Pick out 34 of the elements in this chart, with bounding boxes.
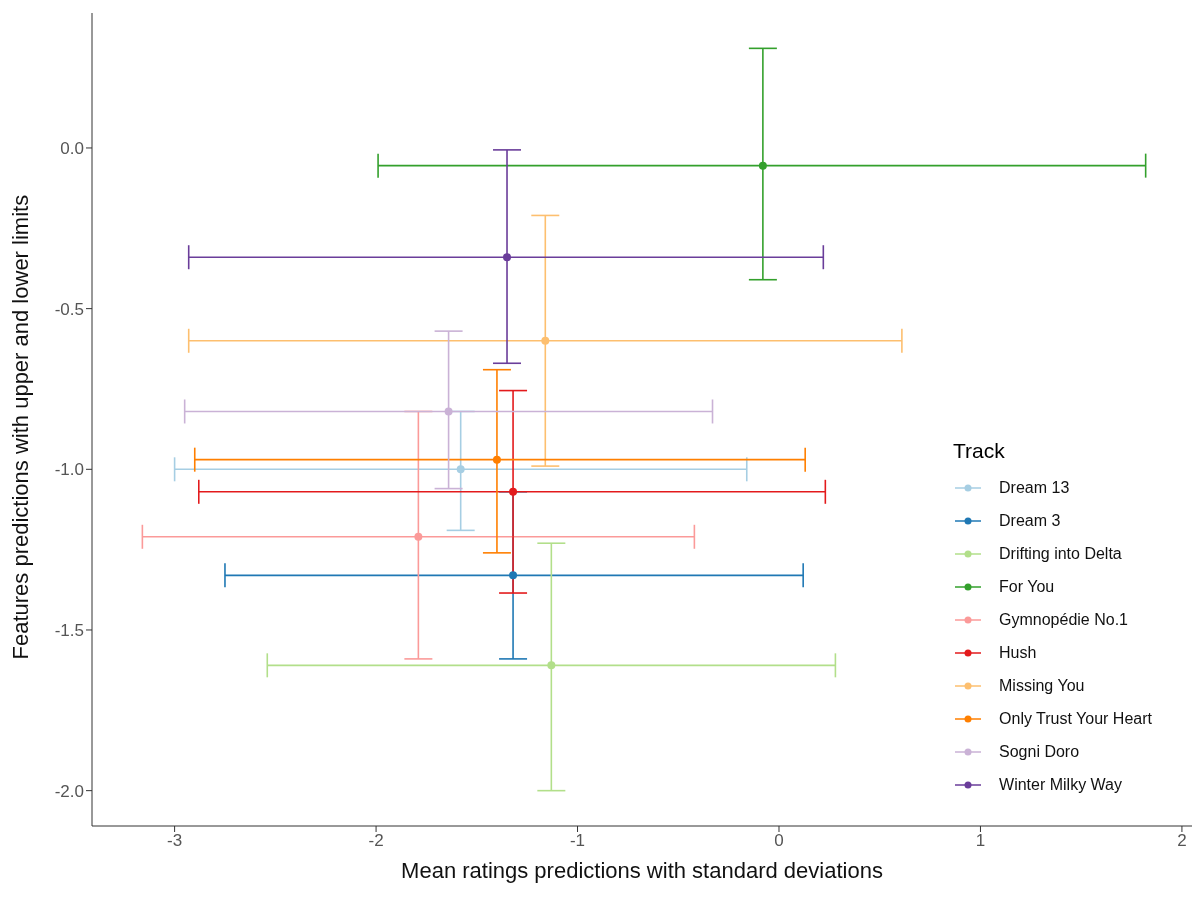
point — [758, 161, 767, 170]
point — [414, 532, 423, 541]
point — [456, 465, 465, 474]
y-tick-label: -2.0 — [54, 781, 84, 801]
point — [444, 407, 453, 416]
legend-label: Only Trust Your Heart — [999, 709, 1152, 728]
x-tick-label: -1 — [569, 831, 586, 851]
x-tick-label: -3 — [167, 831, 183, 851]
y-axis-title: Features predictions with upper and lower limits — [7, 194, 33, 660]
legend-label: Gymnopédie No.1 — [999, 610, 1128, 629]
point — [547, 661, 556, 670]
legend-label: Sogni Doro — [999, 742, 1080, 761]
y-tick-label: -1.5 — [54, 621, 84, 641]
x-tick-label: -2 — [368, 831, 384, 851]
x-tick-label: 1 — [975, 831, 986, 851]
legend-label: Hush — [999, 643, 1037, 662]
legend-label: Winter Milky Way — [999, 775, 1122, 794]
point — [541, 336, 550, 345]
x-tick-label: 0 — [774, 831, 784, 851]
y-tick-label: -1.0 — [54, 460, 84, 480]
point — [492, 455, 501, 464]
legend-title: Track — [953, 439, 1006, 463]
legend-label: Drifting into Delta — [999, 544, 1122, 563]
legend-label: Dream 13 — [999, 478, 1070, 497]
legend-label: For You — [999, 577, 1055, 596]
point — [509, 487, 518, 496]
x-tick-label: 2 — [1177, 831, 1187, 851]
y-tick-label: -0.5 — [54, 299, 84, 319]
legend-label: Missing You — [999, 676, 1085, 695]
y-tick-label: 0.0 — [60, 139, 84, 158]
point — [509, 571, 518, 580]
legend-label: Dream 3 — [999, 511, 1061, 530]
x-axis-title: Mean ratings predictions with standard deviations — [401, 858, 883, 883]
point — [503, 253, 512, 262]
